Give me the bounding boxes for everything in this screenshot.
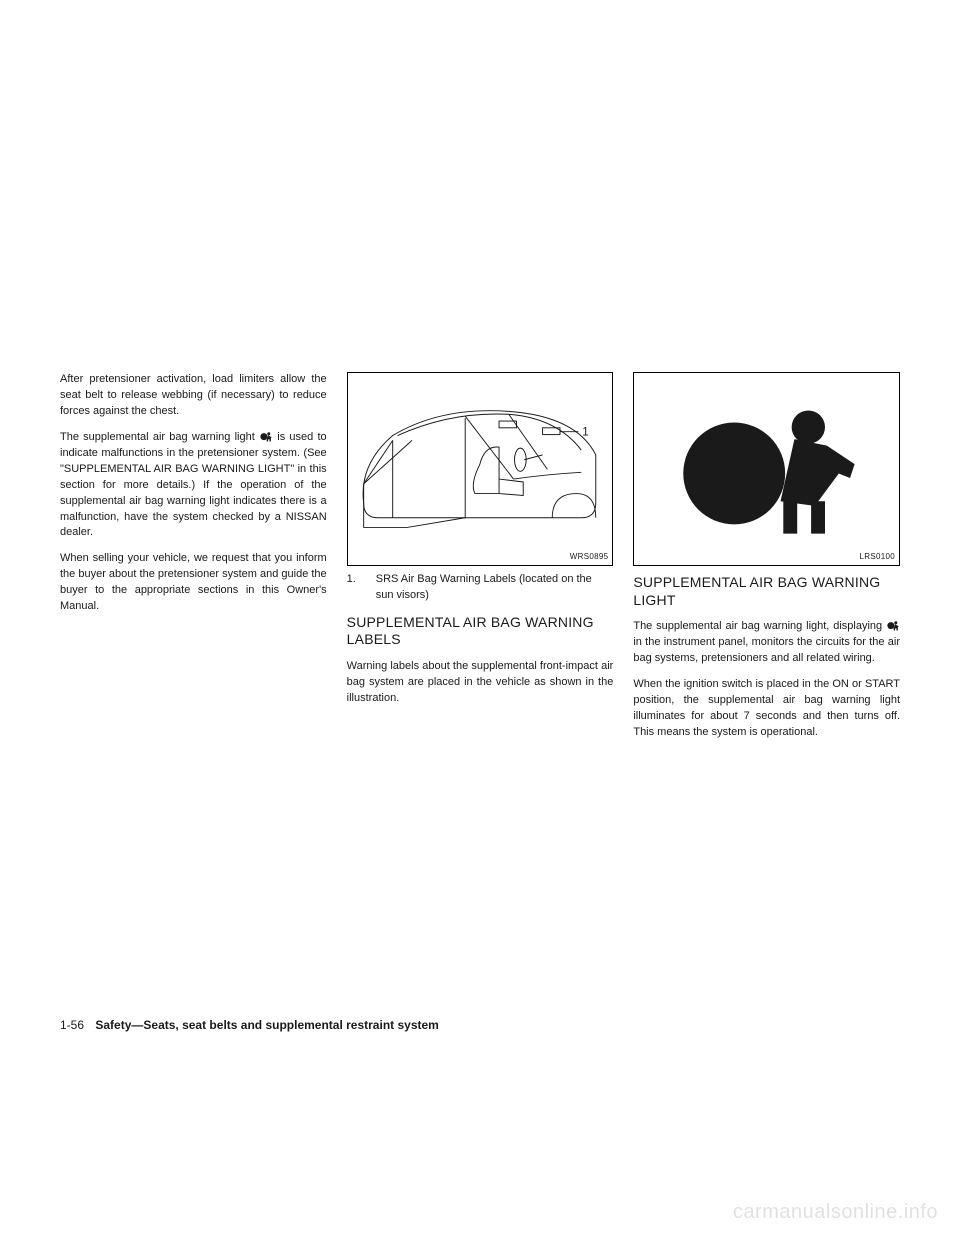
figure-airbag-symbol: LRS0100 [633,372,900,566]
col1-p2-part-b: is used to indicate malfunctions in the … [60,431,327,539]
col1-paragraph-1: After pretensioner activation, load limi… [60,372,327,420]
section-title: Safety—Seats, seat belts and supplementa… [95,1018,438,1032]
col3-paragraph-1: The supplemental air bag warning light, … [633,619,900,667]
col3-p1-part-b: in the instrument panel, monitors the ci… [633,636,900,664]
col1-p2-part-a: The supplemental air bag warning light [60,431,259,443]
column-1: After pretensioner activation, load limi… [60,372,327,751]
airbag-warning-icon [886,620,900,632]
car-line-drawing: 1 [354,383,605,556]
col1-paragraph-2: The supplemental air bag warning light i… [60,430,327,542]
col3-paragraph-2: When the ignition switch is placed in th… [633,677,900,741]
col3-p1-part-a: The supplemental air bag warning light, … [633,620,886,632]
col3-heading: SUPPLEMENTAL AIR BAG WARNING LIGHT [633,574,900,609]
figure-caption: 1. SRS Air Bag Warning Labels (located o… [347,572,614,604]
figure-car-interior: 1 WRS0895 [347,372,614,566]
col1-paragraph-3: When selling your vehicle, we request th… [60,551,327,615]
col2-heading: SUPPLEMENTAL AIR BAG WARNING LABELS [347,614,614,649]
page-footer: 1-56 Safety—Seats, seat belts and supple… [60,1018,439,1032]
figure-code-2: LRS0100 [860,551,895,563]
airbag-symbol-drawing [674,392,859,546]
watermark: carmanualsonline.info [733,1201,938,1224]
content-columns: After pretensioner activation, load limi… [60,372,900,751]
column-3: LRS0100 SUPPLEMENTAL AIR BAG WARNING LIG… [633,372,900,751]
page-number: 1-56 [60,1018,84,1032]
airbag-warning-icon [259,431,273,443]
caption-text: SRS Air Bag Warning Labels (located on t… [376,572,613,604]
col2-paragraph-1: Warning labels about the supplemental fr… [347,659,614,707]
figure-code-1: WRS0895 [570,551,609,563]
callout-1: 1 [583,425,589,438]
caption-number: 1. [347,572,373,588]
column-2: 1 WRS0895 1. SRS Air Bag Warning Labels … [347,372,614,751]
